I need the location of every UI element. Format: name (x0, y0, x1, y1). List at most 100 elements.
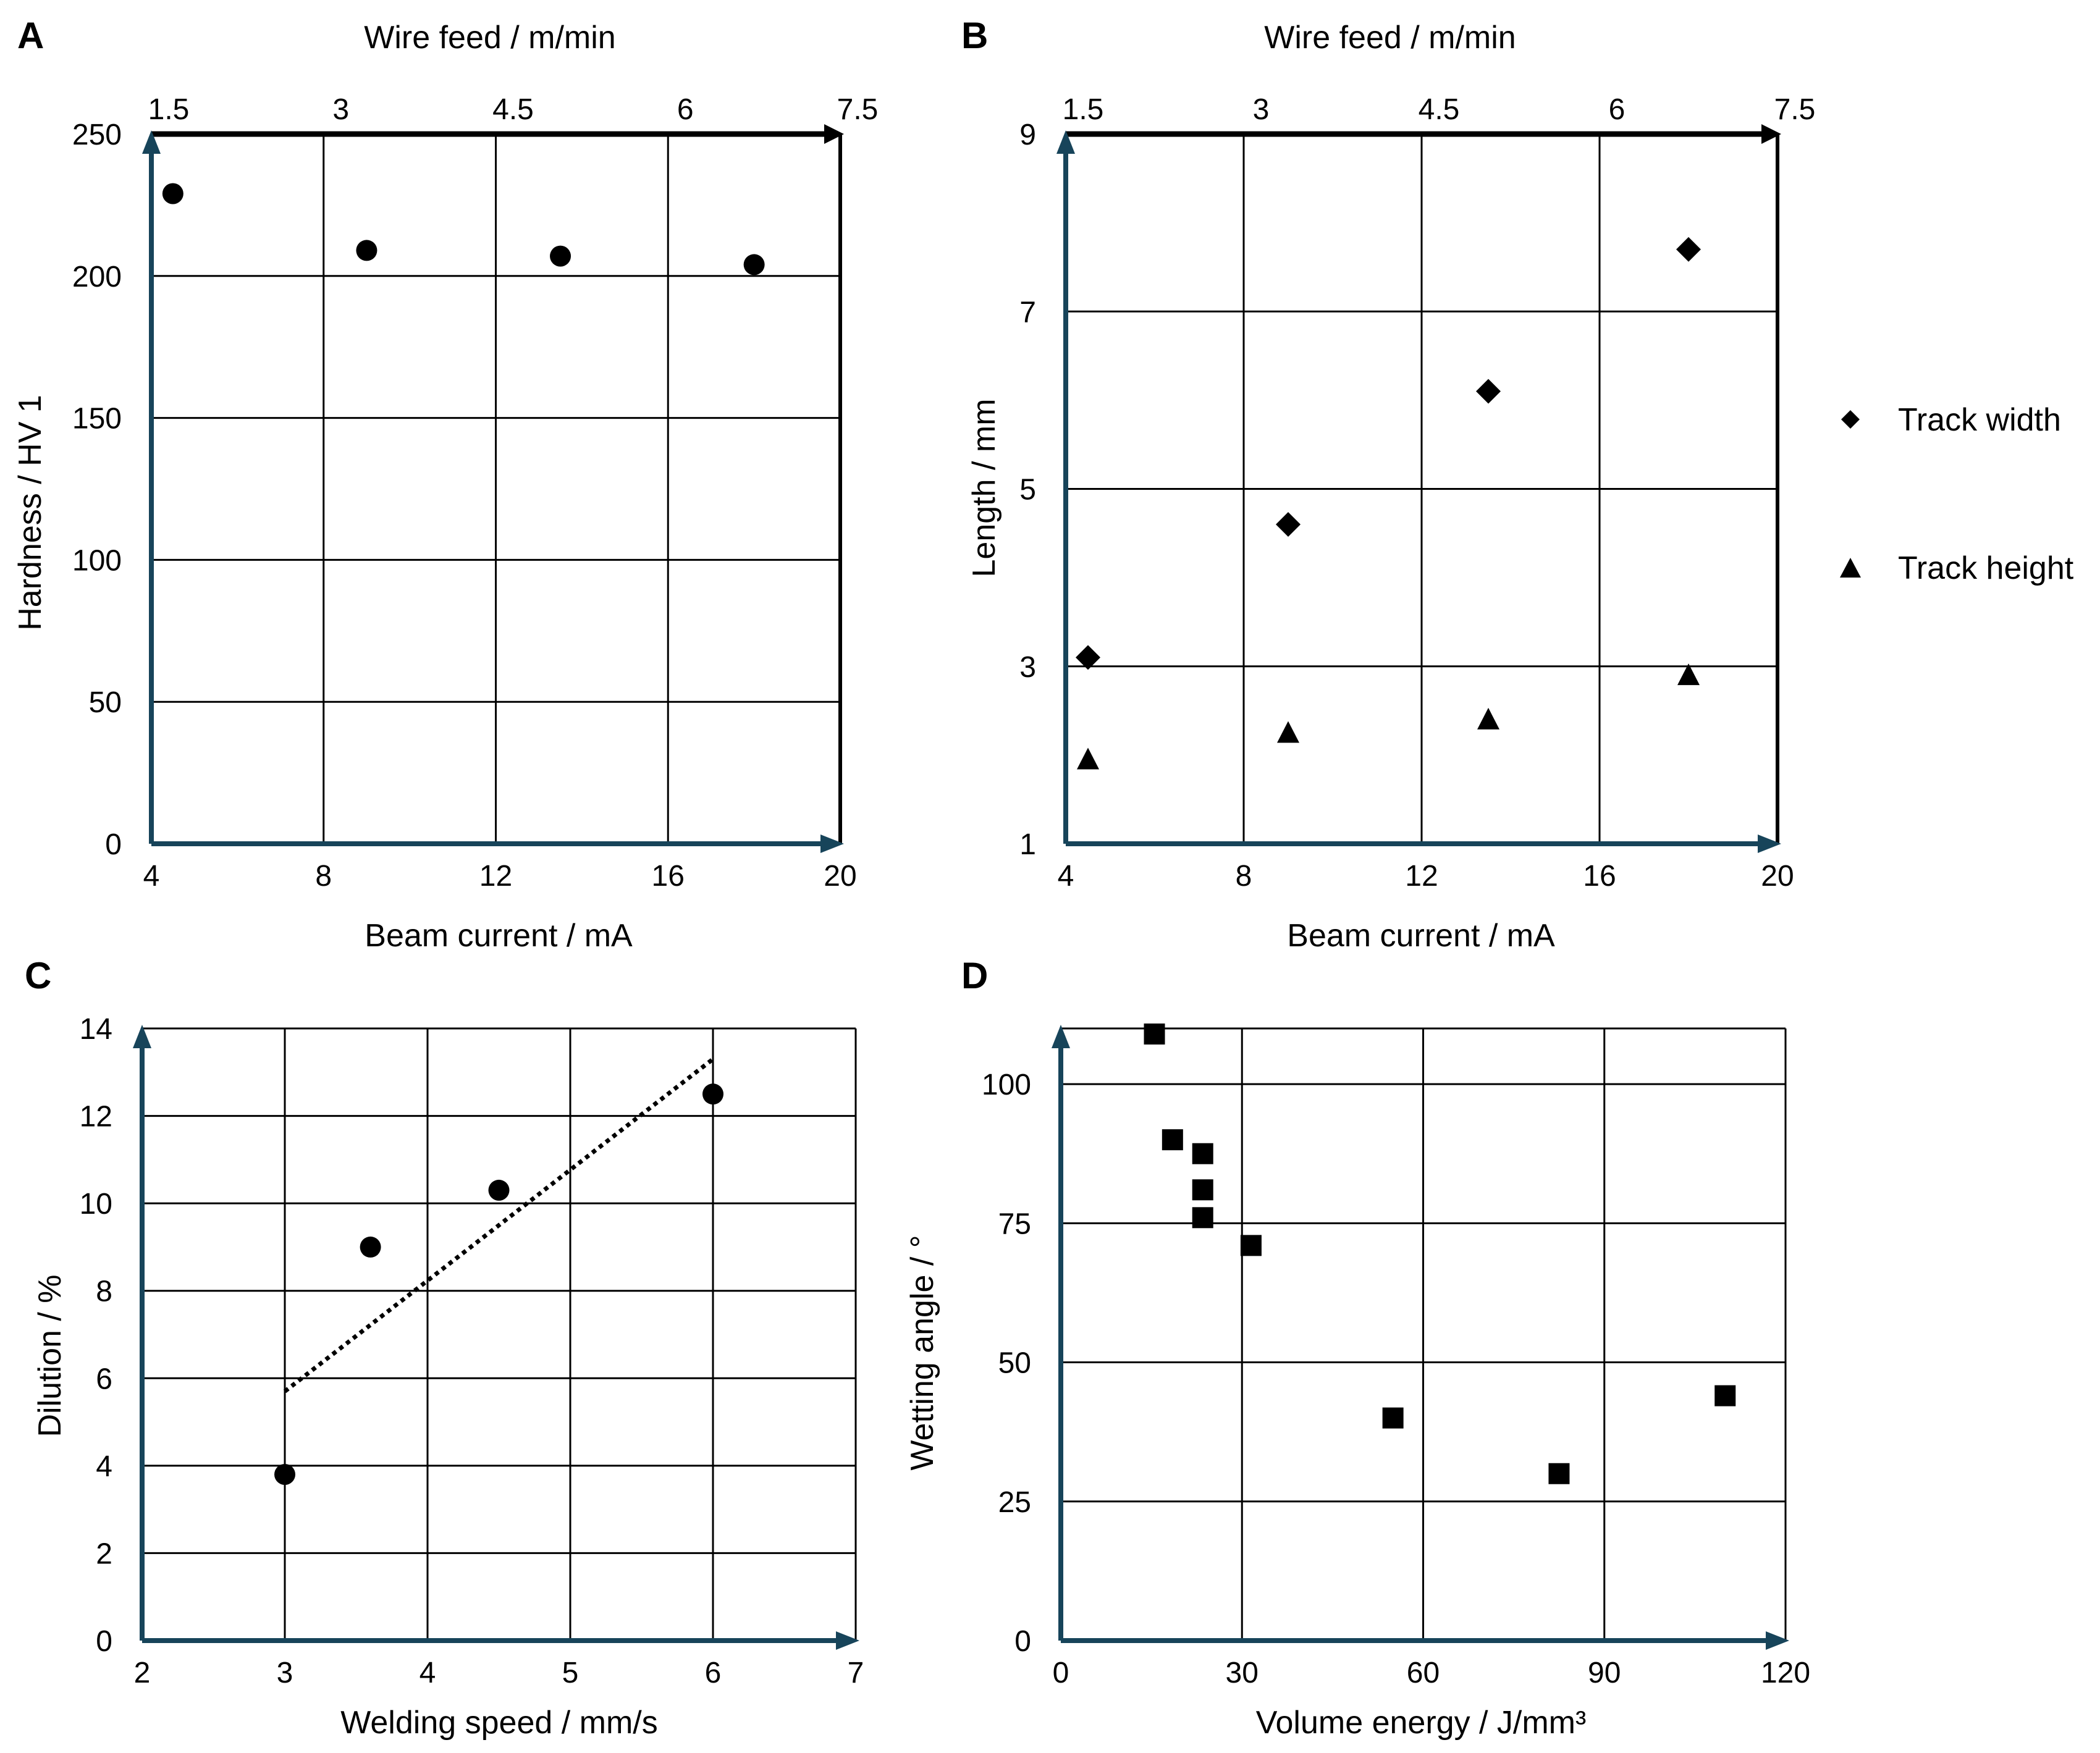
panel-a-y-tick-label: 50 (89, 686, 122, 719)
panel-a-x-tick-label: 8 (315, 860, 332, 893)
panel-d-x-axis-arrow (1766, 1631, 1789, 1650)
panel-a-top-x-tick-label: 3 (332, 93, 349, 126)
panel-c-x-axis-title: Welding speed / mm/s (340, 1705, 657, 1741)
panel-c-letter: C (25, 955, 51, 996)
panel-a-top-x-tick-label: 6 (677, 93, 694, 126)
panel-c-y-tick-label: 8 (96, 1276, 112, 1308)
panel-d: D Volume energy / J/mm³ Wetting angle / … (905, 955, 1810, 1741)
panel-b-x-tick-label: 4 (1058, 860, 1074, 893)
panel-b-top-axis-arrow (1761, 124, 1781, 144)
legend-triangle-marker (1840, 558, 1861, 578)
panel-d-data-point-square (1144, 1024, 1165, 1045)
panel-c-y-tick-label: 0 (96, 1625, 112, 1658)
panel-d-y-tick-label: 75 (998, 1208, 1031, 1240)
panel-d-data-point-square (1548, 1463, 1570, 1484)
panel-c-y-tick-label: 10 (80, 1188, 112, 1221)
panel-a-top-x-tick-label: 1.5 (148, 93, 190, 126)
panel-c-y-tick-label: 4 (96, 1450, 112, 1483)
panel-c-x-tick-label: 6 (705, 1657, 722, 1689)
panel-c-data-point-circle (360, 1236, 381, 1258)
panel-b-top-x-axis-title: Wire feed / m/min (1264, 20, 1516, 56)
panel-c-y-axis-title: Dilution / % (32, 1275, 68, 1437)
panel-d-data-point-square (1714, 1385, 1736, 1406)
panel-c-y-tick-label: 12 (80, 1101, 112, 1133)
panel-c-x-tick-label: 2 (134, 1657, 151, 1689)
panel-b-data-point-triangle (1277, 721, 1299, 743)
panel-b-y-axis-title: Length / mm (966, 398, 1002, 577)
panel-a-data-point-circle (162, 183, 183, 204)
panel-d-data-point-square (1192, 1143, 1213, 1164)
panel-c-x-tick-label: 3 (277, 1657, 293, 1689)
panel-d-letter: D (961, 955, 988, 996)
panel-b-data-point-triangle (1477, 707, 1499, 729)
panel-c-y-tick-label: 2 (96, 1537, 112, 1570)
panel-a-data-point-circle (743, 254, 765, 275)
panel-a-x-tick-label: 16 (652, 860, 685, 893)
panel-b-x-tick-label: 16 (1583, 860, 1616, 893)
panel-a-x-tick-label: 4 (143, 860, 160, 893)
panel-d-y-tick-label: 50 (998, 1347, 1031, 1380)
panel-c-y-axis-arrow (133, 1025, 151, 1048)
panel-c-x-axis-arrow (836, 1631, 859, 1650)
panel-b-letter: B (961, 15, 988, 56)
panel-a-y-axis-title: Hardness / HV 1 (12, 395, 48, 631)
panel-d-y-axis-arrow (1052, 1025, 1070, 1048)
panel-a-x-tick-label: 20 (824, 860, 856, 893)
panel-d-x-tick-label: 30 (1226, 1657, 1259, 1689)
panel-b-data-point-diamond (1276, 511, 1301, 537)
panel-c-trendline (283, 1057, 715, 1394)
panel-a-x-axis-title: Beam current / mA (365, 918, 633, 954)
panel-b-top-x-tick-label: 7.5 (1774, 93, 1816, 126)
panel-b-top-x-tick-label: 3 (1253, 93, 1270, 126)
panel-d-data-point-square (1240, 1235, 1262, 1256)
panel-c-x-tick-label: 7 (848, 1657, 864, 1689)
panel-d-x-tick-label: 90 (1588, 1657, 1621, 1689)
panel-a-data-point-circle (356, 240, 377, 261)
panel-b-top-x-tick-label: 4.5 (1419, 93, 1460, 126)
legend-label-track-width: Track width (1898, 402, 2061, 438)
panel-b-y-tick-label: 1 (1019, 828, 1036, 861)
panel-b-top-x-tick-label: 1.5 (1063, 93, 1104, 126)
panel-a-y-tick-label: 0 (105, 828, 122, 861)
panel-c-data-point-circle (702, 1083, 723, 1105)
legend-diamond-marker (1841, 410, 1860, 429)
panel-b-y-tick-label: 9 (1019, 119, 1036, 151)
panel-a-top-x-axis-title: Wire feed / m/min (364, 20, 615, 56)
panel-d-x-tick-label: 60 (1407, 1657, 1440, 1689)
panel-d-y-tick-label: 25 (998, 1486, 1031, 1519)
panel-a-top-x-tick-label: 7.5 (837, 93, 879, 126)
panel-a: A Wire feed / m/min Beam current / mA Ha… (12, 15, 878, 954)
panel-d-data-point-square (1192, 1207, 1213, 1229)
panel-b-data-point-triangle (1677, 663, 1700, 686)
panel-b-data-point-diamond (1676, 237, 1701, 262)
panel-d-data-point-square (1382, 1407, 1404, 1429)
panel-a-data-point-circle (550, 245, 571, 267)
panel-d-x-tick-label: 120 (1761, 1657, 1810, 1689)
legend-label-track-height: Track height (1898, 550, 2074, 586)
panel-b-data-point-triangle (1077, 747, 1099, 770)
panel-d-y-tick-label: 0 (1014, 1625, 1031, 1658)
panel-b-data-point-diamond (1076, 645, 1100, 670)
panel-d-data-point-square (1192, 1179, 1213, 1201)
panel-d-data-point-square (1162, 1129, 1183, 1151)
panel-a-y-tick-label: 150 (72, 403, 122, 435)
panel-a-top-axis-arrow (824, 124, 844, 144)
panel-a-letter: A (17, 15, 44, 56)
panel-b-x-tick-label: 8 (1236, 860, 1252, 893)
panel-c-x-tick-label: 4 (420, 1657, 436, 1689)
panel-a-x-tick-label: 12 (479, 860, 512, 893)
panel-b-x-axis-arrow (1758, 834, 1781, 853)
panel-c-y-tick-label: 14 (80, 1013, 112, 1046)
panel-d-x-tick-label: 0 (1053, 1657, 1069, 1689)
panel-d-x-axis-title: Volume energy / J/mm³ (1256, 1705, 1587, 1741)
panel-b-x-axis-title: Beam current / mA (1287, 918, 1555, 954)
panel-a-y-tick-label: 100 (72, 544, 122, 577)
panel-b-x-tick-label: 20 (1761, 860, 1794, 893)
panel-b: B Wire feed / m/min Beam current / mA Le… (961, 15, 2074, 954)
panel-b-y-axis-arrow (1056, 130, 1075, 154)
panel-c-y-tick-label: 6 (96, 1363, 112, 1395)
panel-a-top-x-tick-label: 4.5 (492, 93, 534, 126)
panel-b-x-tick-label: 12 (1405, 860, 1438, 893)
panel-c-data-point-circle (274, 1464, 295, 1486)
